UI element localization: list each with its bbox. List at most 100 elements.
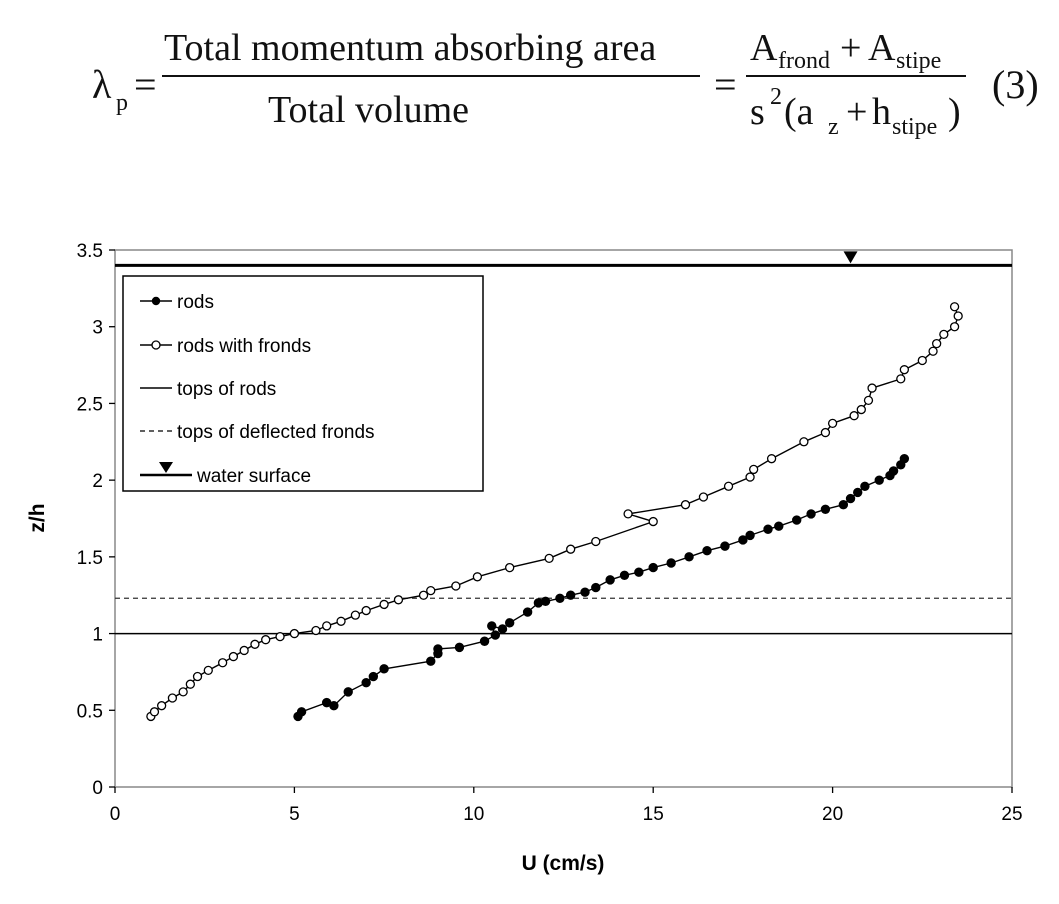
rods-point-6 [368, 671, 379, 682]
y-axis-title: z/h [26, 503, 49, 532]
rods-point-22 [580, 587, 590, 597]
legend-box [122, 275, 484, 492]
rods-point-15 [497, 624, 508, 634]
rods-point-31 [720, 541, 730, 551]
rods-with-fronds-point-3 [167, 693, 178, 703]
rods-point-43 [874, 475, 884, 485]
rods-with-fronds-point-10 [239, 645, 249, 656]
rods-point-26 [634, 567, 644, 577]
rods-with-fronds-point-51 [949, 322, 960, 332]
plot-area-frame [114, 249, 1013, 788]
y-tick-label-7: 3.5 [77, 241, 103, 262]
rods-with-fronds-point-15 [311, 625, 321, 636]
rods-point-34 [763, 524, 773, 534]
rods-with-fronds-point-40 [827, 418, 838, 429]
area-frond-symbol: A [750, 27, 778, 69]
y-axis: 0 0.5 1 1.5 2 2.5 3 3.5 [77, 241, 115, 799]
rods-with-fronds-point-19 [361, 605, 371, 616]
rods-point-1 [296, 707, 307, 717]
h-stipe-symbol: h [872, 91, 891, 133]
legend-tops-rods-label: tops of rods [177, 379, 276, 400]
rods-with-fronds-point-53 [949, 302, 960, 312]
rods-point-12 [479, 636, 490, 646]
rods-with-fronds-point-50 [939, 329, 949, 340]
denominator-open: (a [784, 91, 814, 133]
spacing-exponent: 2 [770, 84, 782, 110]
fraction1-denominator: Total volume [268, 89, 469, 131]
rods-with-fronds-point-20 [379, 599, 389, 610]
rods-point-29 [684, 552, 694, 562]
rods-with-fronds-point-43 [863, 395, 874, 406]
rods-point-24 [605, 575, 615, 585]
rods-point-13 [490, 630, 501, 640]
legend-water-label: water surface [196, 466, 311, 487]
area-frond-subscript: frond [778, 48, 830, 74]
y-tick-label-1: 0.5 [77, 701, 103, 722]
rods-with-fronds-point-4 [178, 687, 188, 697]
rods-point-8 [426, 656, 436, 666]
rods-with-fronds-point-45 [896, 374, 906, 384]
rods-point-20 [555, 593, 565, 603]
rods-point-11 [454, 642, 465, 653]
legend-rods-label: rods [177, 292, 214, 313]
rods-with-fronds-point-9 [228, 651, 239, 662]
rods-point-39 [838, 499, 849, 510]
denominator-plus: + [846, 91, 867, 133]
rods-with-fronds-point-28 [566, 544, 576, 554]
rods-point-14 [487, 621, 497, 631]
rods-with-fronds-point-42 [856, 404, 866, 415]
reference-lines [115, 251, 1012, 635]
rods-with-fronds-point-16 [322, 621, 332, 631]
rods-with-fronds-point-29 [591, 536, 601, 547]
rods-with-fronds-point-12 [261, 635, 271, 645]
legend-rods-marker [151, 296, 161, 306]
rods-point-35 [774, 521, 784, 531]
rods-with-fronds-point-38 [799, 437, 809, 447]
rods-with-fronds-point-14 [289, 628, 300, 639]
rods-with-fronds-point-23 [426, 585, 436, 596]
rods-point-33 [745, 530, 755, 541]
lambda-subscript: p [116, 90, 128, 116]
rods-point-38 [820, 504, 831, 514]
rods-point-27 [648, 562, 658, 573]
legend-fronds-marker [151, 340, 161, 350]
rods-with-fronds-point-30 [648, 516, 658, 527]
x-axis: 0 5 10 15 20 25 [110, 787, 1023, 825]
area-stipe-symbol: A [868, 27, 896, 69]
rods-with-fronds-point-7 [203, 665, 213, 676]
lambda-symbol: λ [92, 62, 112, 107]
rods-with-fronds-point-21 [393, 595, 404, 605]
equals-sign-1: = [134, 62, 157, 107]
x-tick-label-0: 0 [110, 804, 121, 825]
rods-point-47 [899, 453, 910, 464]
equation-svg: λ p = Total momentum absorbing area Tota… [92, 27, 1039, 140]
water-surface-triangle-icon [843, 251, 858, 264]
rods-with-fronds-point-8 [217, 658, 228, 668]
az-subscript: z [828, 114, 839, 140]
rods-with-fronds-point-32 [680, 500, 691, 510]
rods-with-fronds-point-36 [749, 464, 759, 475]
rods-point-16 [504, 618, 515, 628]
rods-point-23 [591, 582, 601, 593]
rods-with-fronds-point-13 [275, 631, 285, 642]
rods-with-fronds-point-2 [156, 701, 167, 711]
rods-with-fronds-point-18 [350, 610, 361, 620]
equation-3: λ p = Total momentum absorbing area Tota… [0, 0, 1059, 200]
rods-with-fronds-point-49 [932, 338, 942, 349]
rods-with-fronds-point-25 [472, 572, 483, 582]
y-tick-label-6: 3 [92, 318, 103, 339]
rods-with-fronds-point-31 [623, 509, 633, 519]
velocity-profile-chart: 0 5 10 15 20 25 0 0.5 1 1.5 2 2.5 3 3.5 U (cm/s) z/h… [26, 241, 1023, 875]
series-line-rods [297, 458, 906, 717]
legend: rods rods with fronds tops of rods tops … [122, 275, 484, 492]
rods-with-fronds-point-41 [849, 411, 859, 421]
rods-point-4 [343, 687, 353, 697]
x-tick-label-2: 10 [463, 804, 484, 825]
rods-with-fronds-point-34 [723, 481, 734, 491]
rods-point-41 [853, 487, 863, 498]
x-tick-label-3: 15 [643, 804, 664, 825]
rods-point-10 [433, 644, 443, 654]
rods-with-fronds-point-47 [917, 355, 927, 366]
rods-with-fronds-point-37 [766, 454, 777, 464]
rods-with-fronds-point-1 [149, 707, 160, 717]
